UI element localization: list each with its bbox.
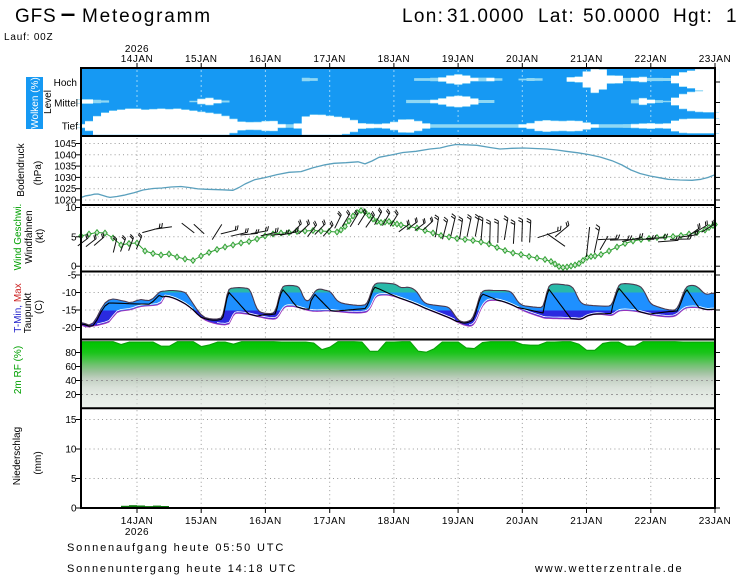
- svg-text:15: 15: [65, 415, 77, 426]
- svg-text:1030: 1030: [54, 173, 77, 184]
- svg-text:18JAN: 18JAN: [378, 516, 411, 527]
- svg-text:5: 5: [71, 474, 77, 485]
- svg-text:40: 40: [65, 376, 77, 387]
- svg-text:23JAN: 23JAN: [699, 54, 732, 65]
- svg-text:-5: -5: [68, 271, 77, 282]
- svg-text:Sonnenaufgang heute 05:50 UTC: Sonnenaufgang heute 05:50 UTC: [67, 542, 285, 554]
- svg-text:22JAN: 22JAN: [635, 516, 668, 527]
- svg-text:31.0000: 31.0000: [447, 6, 525, 27]
- svg-text:www.wetterzentrale.de: www.wetterzentrale.de: [534, 563, 683, 575]
- svg-text:T-Min, Max: T-Min, Max: [13, 283, 24, 332]
- svg-text:Sonnenuntergang heute 14:18 UT: Sonnenuntergang heute 14:18 UTC: [67, 563, 297, 575]
- svg-text:5: 5: [71, 232, 77, 243]
- svg-text:20JAN: 20JAN: [506, 516, 539, 527]
- svg-text:Hoch: Hoch: [54, 78, 77, 89]
- svg-text:14JAN: 14JAN: [121, 516, 154, 527]
- svg-text:10: 10: [65, 445, 77, 456]
- svg-text:Lon:: Lon:: [402, 6, 444, 27]
- svg-text:Meteogramm: Meteogramm: [82, 6, 212, 27]
- svg-text:2026: 2026: [125, 527, 149, 538]
- svg-text:17JAN: 17JAN: [313, 516, 346, 527]
- svg-text:Lauf: 00Z: Lauf: 00Z: [4, 32, 53, 43]
- svg-text:20JAN: 20JAN: [506, 54, 539, 65]
- svg-text:2m RF (%): 2m RF (%): [13, 346, 24, 394]
- svg-text:1025: 1025: [54, 184, 77, 195]
- svg-text:GFS: GFS: [15, 6, 56, 27]
- svg-text:22JAN: 22JAN: [635, 54, 668, 65]
- svg-text:Taupunkt: Taupunkt: [23, 292, 34, 333]
- svg-text:Bodendruck: Bodendruck: [16, 142, 27, 196]
- svg-text:-15: -15: [62, 306, 77, 317]
- svg-text:60: 60: [65, 362, 77, 373]
- svg-text:1040: 1040: [54, 150, 77, 161]
- svg-text:1035: 1035: [54, 162, 77, 173]
- svg-text:10: 10: [65, 203, 77, 214]
- svg-text:Lat:: Lat:: [538, 6, 575, 27]
- svg-text:2026: 2026: [125, 44, 149, 55]
- svg-text:17JAN: 17JAN: [313, 54, 346, 65]
- svg-text:Hgt:: Hgt:: [673, 6, 713, 27]
- svg-text:50.0000: 50.0000: [583, 6, 661, 27]
- svg-text:15JAN: 15JAN: [185, 54, 218, 65]
- svg-text:1045: 1045: [54, 139, 77, 150]
- svg-text:(C): (C): [34, 300, 45, 314]
- svg-text:20: 20: [65, 390, 77, 401]
- svg-text:19JAN: 19JAN: [442, 516, 475, 527]
- svg-text:1020: 1020: [54, 196, 77, 207]
- svg-text:-10: -10: [62, 288, 77, 299]
- svg-text:14JAN: 14JAN: [121, 54, 154, 65]
- svg-text:(mm): (mm): [33, 451, 44, 474]
- svg-text:Windfahnen: Windfahnen: [24, 210, 35, 263]
- svg-text:16JAN: 16JAN: [249, 516, 282, 527]
- svg-text:(kt): (kt): [35, 229, 46, 243]
- svg-text:80: 80: [65, 348, 77, 359]
- svg-text:0: 0: [71, 504, 77, 515]
- svg-text:-20: -20: [62, 323, 77, 334]
- svg-text:16JAN: 16JAN: [249, 54, 282, 65]
- svg-text:21JAN: 21JAN: [570, 54, 603, 65]
- svg-text:Tief: Tief: [62, 122, 79, 133]
- svg-text:19JAN: 19JAN: [442, 54, 475, 65]
- svg-text:21JAN: 21JAN: [570, 516, 603, 527]
- svg-text:Mittel: Mittel: [54, 99, 78, 110]
- svg-text:Niederschlag: Niederschlag: [12, 427, 23, 485]
- svg-text:Wolken (%): Wolken (%): [30, 77, 41, 129]
- svg-text:0: 0: [71, 262, 77, 273]
- svg-text:23JAN: 23JAN: [699, 516, 732, 527]
- svg-text:(hPa): (hPa): [33, 161, 44, 185]
- svg-text:Level: Level: [43, 90, 54, 114]
- svg-text:18JAN: 18JAN: [378, 54, 411, 65]
- svg-text:15JAN: 15JAN: [185, 516, 218, 527]
- svg-text:1: 1: [726, 6, 738, 27]
- svg-text:Wind Geschwi.: Wind Geschwi.: [13, 204, 24, 271]
